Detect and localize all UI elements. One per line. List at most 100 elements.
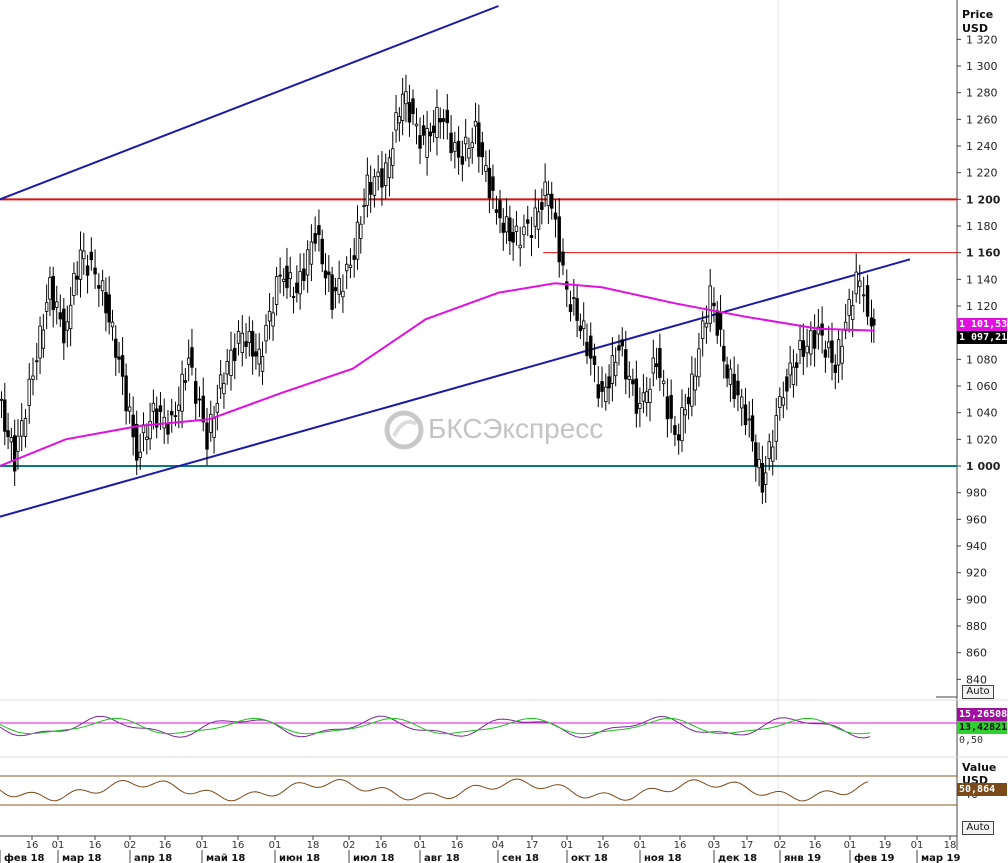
price-tick-label: 920 <box>966 567 987 580</box>
candle-body <box>654 363 659 368</box>
candle-body <box>58 312 62 320</box>
month-label: мар 18 <box>62 853 102 863</box>
candle-body <box>480 142 485 158</box>
price-tick-label: 900 <box>966 593 987 606</box>
candle-body <box>240 332 244 353</box>
time-tick-label: 16 <box>451 840 464 851</box>
candle-body <box>298 271 302 295</box>
candle-body <box>836 339 841 366</box>
price-tick-label: 880 <box>966 620 987 633</box>
candle-body <box>355 221 360 260</box>
candle-body <box>218 374 223 389</box>
candle-body <box>27 378 31 406</box>
candle-body <box>23 418 28 437</box>
candle-body <box>20 420 24 437</box>
candle-body <box>285 265 289 289</box>
candle-body <box>313 232 317 244</box>
price-tick-label: 980 <box>966 487 987 500</box>
candle-body <box>816 326 821 335</box>
price-tick-label: 1 080 <box>966 353 998 366</box>
price-tick-label: 960 <box>966 513 987 526</box>
candle-body <box>337 278 341 295</box>
candle-body <box>274 276 279 305</box>
candle-body <box>498 200 502 219</box>
candle-body <box>117 356 121 360</box>
time-tick-label: 01 <box>52 840 65 851</box>
candle-body <box>791 366 796 386</box>
candle-body <box>55 301 59 308</box>
candle-body <box>247 330 252 344</box>
candle-body <box>740 396 744 409</box>
candle-body <box>847 299 851 316</box>
candle-body <box>65 321 70 331</box>
candle-body <box>561 251 565 266</box>
candle-body <box>600 380 604 392</box>
candle-body <box>197 398 202 401</box>
candle-body <box>613 361 618 377</box>
candle-body <box>704 322 709 328</box>
candle-body <box>575 298 579 321</box>
candle-body <box>774 415 778 442</box>
candle-body <box>518 244 522 249</box>
candle-body <box>333 287 338 292</box>
time-tick-label: 01 <box>196 840 209 851</box>
candle-body <box>634 378 639 414</box>
value-auto-scale-button[interactable]: Auto <box>962 821 994 835</box>
price-tick-label: 1 160 <box>966 247 1001 260</box>
time-tick-label: 16 <box>809 840 822 851</box>
candle-body <box>404 91 408 105</box>
candle-body <box>645 391 649 403</box>
candle-body <box>190 347 194 368</box>
stoch-main-line <box>0 715 871 739</box>
time-tick-label: 02 <box>774 840 787 851</box>
candle-body <box>801 340 806 357</box>
candle-body <box>596 384 600 399</box>
candle-body <box>82 250 86 260</box>
candle-body <box>110 321 115 328</box>
candle-body <box>631 379 635 385</box>
candle-body <box>610 355 615 384</box>
candle-body <box>114 338 118 358</box>
candle-body <box>51 275 55 311</box>
price-auto-scale-button[interactable]: Auto <box>962 685 994 699</box>
candle-body <box>323 270 328 279</box>
price-tick-label: 1 140 <box>966 273 998 286</box>
price-tick-label: 1 200 <box>966 193 1001 206</box>
candle-body <box>236 330 241 344</box>
time-tick-label: 01 <box>844 840 857 851</box>
candle-body <box>391 148 395 166</box>
candle-body <box>372 176 377 196</box>
candle-body <box>747 418 751 421</box>
candle-body <box>453 142 457 152</box>
month-label: мар 19 <box>921 853 961 863</box>
candle-body <box>585 341 589 357</box>
candle-body <box>565 281 569 290</box>
candle-body <box>712 302 716 307</box>
candle-body <box>120 355 125 377</box>
candle-body <box>400 93 405 121</box>
candle-body <box>683 409 687 416</box>
candle-body <box>754 442 758 467</box>
price-axis-title: Price <box>962 8 993 21</box>
candle-body <box>12 435 17 472</box>
time-tick-label: 01 <box>414 840 427 851</box>
time-tick-label: 01 <box>634 840 647 851</box>
time-tick-label: 16 <box>26 840 39 851</box>
candle-body <box>533 207 537 227</box>
price-axis-ticks: 1 320 1 300 1 280 1 260 1 240 1 220 1 200 1 180… <box>957 33 1001 686</box>
time-tick-label: 16 <box>89 840 102 851</box>
candle-body <box>6 430 10 438</box>
candle-body <box>686 396 691 405</box>
time-tick-label: 01 <box>911 840 924 851</box>
time-tick-label: 19 <box>879 840 892 851</box>
candle-body <box>697 348 701 378</box>
candle-body <box>757 459 761 469</box>
candle-body <box>743 404 748 426</box>
candle-body <box>173 415 178 417</box>
candle-body <box>651 357 655 374</box>
candle-body <box>194 381 198 404</box>
candle-body <box>781 397 786 406</box>
price-tick-label: 1 280 <box>966 87 998 100</box>
candle-body <box>854 271 858 295</box>
candle-body <box>397 116 402 124</box>
